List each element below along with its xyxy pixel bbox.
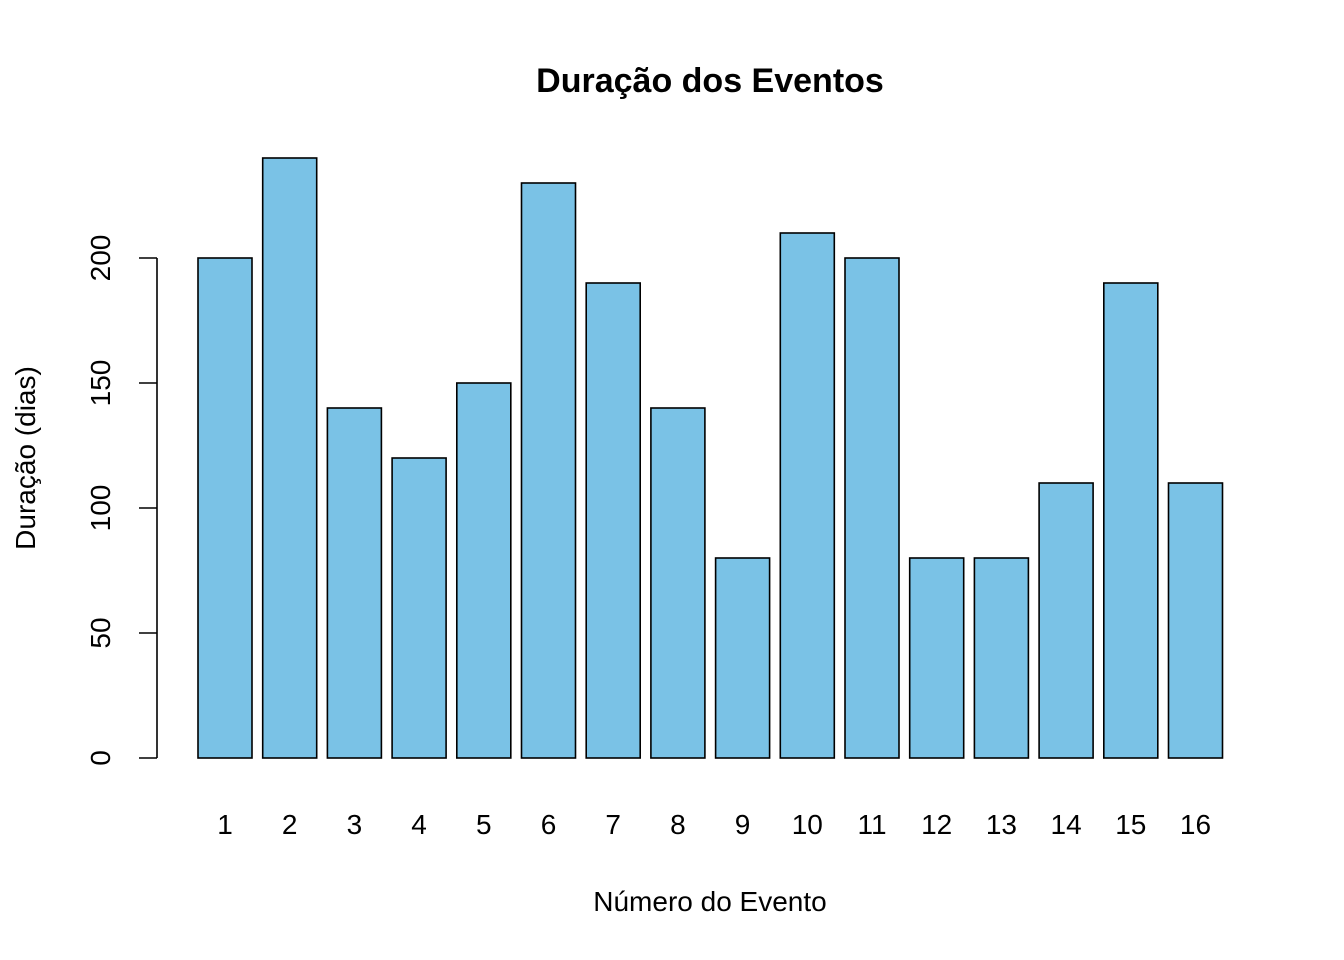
x-axis-label: Número do Evento [593, 886, 826, 917]
x-tick-label: 14 [1051, 809, 1082, 840]
y-tick-label: 100 [85, 485, 116, 532]
x-tick-label: 13 [986, 809, 1017, 840]
y-tick-label: 0 [85, 750, 116, 766]
bar-12 [908, 557, 965, 759]
bars-group [197, 157, 1224, 759]
bar-6 [520, 182, 577, 759]
bar-8 [650, 407, 706, 759]
bar-9 [714, 557, 771, 759]
x-tick-label: 7 [605, 809, 621, 840]
x-tick-label: 16 [1180, 809, 1211, 840]
bar-7 [585, 282, 642, 759]
x-tick-labels: 1 2 3 4 5 6 7 8 9 10 11 12 13 14 15 16 [217, 809, 1211, 840]
bar-10 [779, 232, 836, 759]
y-axis: 0 50 100 150 200 [85, 235, 158, 766]
bar-14 [1038, 482, 1094, 759]
x-tick-label: 2 [282, 809, 298, 840]
x-tick-label: 8 [670, 809, 686, 840]
y-axis-label: Duração (dias) [10, 366, 41, 550]
x-tick-label: 15 [1115, 809, 1146, 840]
bar-3 [326, 407, 383, 759]
bar-15 [1103, 282, 1159, 759]
bar-13 [973, 557, 1030, 759]
bar-11 [844, 257, 900, 759]
x-tick-label: 5 [476, 809, 492, 840]
bar-1 [197, 257, 253, 759]
y-tick-label: 150 [85, 360, 116, 407]
chart-title: Duração dos Eventos [536, 62, 884, 100]
x-tick-label: 4 [411, 809, 427, 840]
x-tick-label: 10 [792, 809, 823, 840]
x-tick-label: 11 [857, 809, 886, 840]
y-tick-label: 50 [85, 617, 116, 648]
x-tick-label: 9 [735, 809, 751, 840]
x-tick-label: 1 [217, 809, 233, 840]
x-tick-label: 6 [541, 809, 557, 840]
x-tick-label: 12 [921, 809, 952, 840]
bar-4 [391, 457, 447, 759]
bar-2 [261, 157, 318, 759]
bar-16 [1167, 482, 1224, 759]
y-tick-label: 200 [85, 235, 116, 282]
x-tick-label: 3 [347, 809, 363, 840]
bar-5 [455, 382, 512, 759]
